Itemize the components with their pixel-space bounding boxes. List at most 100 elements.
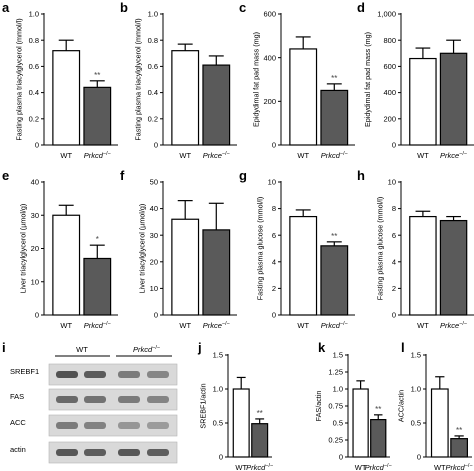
- y-tick-label-d-3: 600: [383, 62, 396, 71]
- y-tick-label-g-3: 6: [272, 231, 276, 240]
- panel-letter-d: d: [357, 0, 365, 15]
- bar-e-ko: [83, 257, 112, 316]
- chart-panel-k: k 0 0.25 0.5 0.75 1.0 1.25 1.5 FAS/actin WT ** Prkc…: [314, 340, 392, 471]
- y-tick-label-b-3: 0.6: [148, 62, 158, 71]
- blot-band-0-2: [118, 371, 140, 378]
- y-tick-label-l-0: 0: [417, 453, 421, 462]
- category-label-g-1: Prkcd−/−: [321, 321, 348, 330]
- bar-k-wt: [352, 388, 369, 458]
- category-label-e-0: WT: [60, 321, 72, 330]
- y-axis-label-g: Fasting plasma glucose (mmol/l): [256, 197, 265, 300]
- chart-panel-a: a 0 0.2 0.4 0.6 0.8 1.0 Fasting plasma triacylg…: [2, 0, 118, 160]
- category-label-a-1: Prkcd−/−: [84, 151, 111, 160]
- y-axis-label-e: Liver triacylglycerol (µmol/g): [19, 204, 28, 294]
- significance-c-1: **: [331, 74, 337, 83]
- y-tick-label-j-2: 1.0: [213, 385, 223, 394]
- y-tick-label-k-1: 0.25: [328, 436, 343, 445]
- y-tick-label-a-3: 0.6: [29, 62, 39, 71]
- y-tick-label-a-5: 1.0: [29, 10, 39, 19]
- panel-letter-l: l: [401, 340, 405, 355]
- chart-panel-e: e 0 10 20 30 40 Liver triacylglycerol (µmol/g)…: [2, 168, 118, 330]
- blot-group-ko-label: Prkcd−/−: [133, 345, 160, 354]
- y-tick-label-k-6: 1.5: [333, 351, 343, 360]
- y-tick-label-d-2: 400: [383, 88, 396, 97]
- panel-letter-e: e: [2, 168, 9, 183]
- significance-l-1: **: [456, 426, 462, 435]
- y-tick-label-f-3: 30: [150, 231, 158, 240]
- blot-band-1-0: [56, 396, 78, 403]
- bar-b-ko: [202, 64, 231, 146]
- category-label-f-1: Prkce−/−: [203, 321, 230, 330]
- blot-band-3-1: [84, 449, 106, 456]
- y-tick-label-h-5: 10: [388, 178, 396, 187]
- category-label-k-0: WT: [355, 463, 367, 471]
- chart-panel-g: g 0 2 4 6 8 10 Fasting plasma glucose (mmol/l) W…: [239, 168, 355, 330]
- y-tick-label-g-1: 2: [272, 284, 276, 293]
- y-tick-label-a-0: 0: [35, 141, 39, 150]
- category-label-l-0: WT: [434, 463, 446, 471]
- y-axis-label-a: Fasting plasma triacylglycerol (mmol/l): [14, 18, 23, 140]
- blot-band-1-2: [118, 396, 140, 403]
- blot-row-label-3: actin: [10, 445, 26, 454]
- blot-band-2-1: [84, 422, 106, 429]
- y-tick-label-d-4: 800: [383, 36, 396, 45]
- y-tick-label-g-2: 4: [272, 257, 276, 266]
- y-tick-label-b-2: 0.4: [148, 88, 158, 97]
- y-tick-label-h-4: 8: [392, 204, 396, 213]
- bar-a-wt: [52, 50, 81, 146]
- y-tick-label-k-4: 1.0: [333, 385, 343, 394]
- bar-j-wt: [232, 388, 250, 458]
- western-blot-panel: i WT Prkcd−/− SREBF1 FAS ACC actin: [2, 340, 178, 464]
- panel-letter-k: k: [318, 340, 326, 355]
- bar-f-wt: [171, 218, 200, 316]
- category-label-b-1: Prkce−/−: [203, 151, 230, 160]
- y-axis-label-h: Fasting plasma glucose (mmol/l): [376, 197, 385, 300]
- blot-band-0-0: [56, 371, 78, 378]
- y-tick-label-a-4: 0.8: [29, 36, 39, 45]
- category-label-e-1: Prkcd−/−: [84, 321, 111, 330]
- category-label-a-0: WT: [60, 151, 72, 160]
- y-axis-label-d: Epidydimal fat pad mass (mg): [363, 32, 372, 127]
- category-label-l-1: Prkcd−/−: [446, 463, 473, 471]
- blot-band-2-2: [118, 422, 140, 429]
- y-tick-label-f-0: 0: [154, 311, 158, 320]
- y-tick-label-c-3: 600: [263, 10, 276, 19]
- bar-l-ko: [450, 438, 468, 458]
- blot-band-3-2: [118, 449, 140, 456]
- y-tick-label-k-0: 0: [339, 453, 343, 462]
- y-axis-label-k: FAS/actin: [314, 391, 323, 422]
- y-tick-label-a-1: 0.2: [29, 114, 39, 123]
- significance-g-1: **: [331, 232, 337, 241]
- significance-k-1: **: [375, 405, 381, 414]
- y-tick-label-b-4: 0.8: [148, 36, 158, 45]
- y-tick-label-f-5: 50: [150, 178, 158, 187]
- y-tick-label-g-0: 0: [272, 311, 276, 320]
- y-tick-label-c-1: 200: [263, 97, 276, 106]
- significance-e-1: *: [96, 235, 99, 244]
- bar-h-ko: [439, 219, 468, 316]
- blot-strip-3: [48, 441, 178, 464]
- blot-band-0-1: [84, 371, 106, 378]
- y-tick-label-e-0: 0: [35, 311, 39, 320]
- bar-d-ko: [439, 52, 468, 146]
- category-label-b-0: WT: [179, 151, 191, 160]
- y-tick-label-b-0: 0: [154, 141, 158, 150]
- y-axis-label-b: Fasting plasma triacylglycerol (mmol/l): [133, 18, 142, 140]
- y-tick-label-c-2: 400: [263, 53, 276, 62]
- category-label-h-0: WT: [417, 321, 429, 330]
- y-tick-label-k-2: 0.5: [333, 419, 343, 428]
- bar-b-wt: [171, 50, 200, 146]
- y-tick-label-e-1: 10: [31, 277, 39, 286]
- panel-letter-j: j: [197, 340, 202, 355]
- bar-l-wt: [430, 388, 449, 458]
- bar-c-wt: [289, 48, 318, 146]
- chart-panel-l: l 0 0.5 1.0 1.5 ACC/actin WT ** Prkcd−/−: [396, 340, 472, 471]
- y-tick-label-l-2: 1.0: [411, 385, 421, 394]
- y-axis-label-j: SREBF1/actin: [198, 383, 207, 428]
- bar-g-wt: [289, 215, 318, 316]
- y-tick-label-l-3: 1.5: [411, 351, 421, 360]
- category-label-c-1: Prkcd−/−: [321, 151, 348, 160]
- y-tick-label-l-1: 0.5: [411, 419, 421, 428]
- bar-g-ko: [320, 245, 349, 316]
- chart-panel-d: d 0 200 400 600 800 1,000 Epidydimal fat pad ma…: [357, 0, 474, 160]
